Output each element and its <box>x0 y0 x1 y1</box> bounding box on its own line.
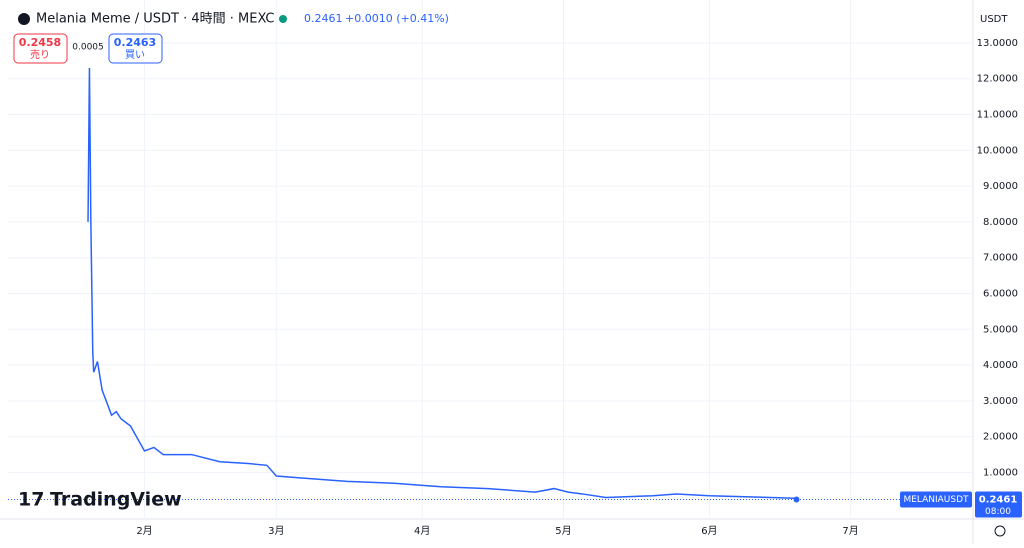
x-tick-label: 4月 <box>414 525 430 537</box>
sell-button[interactable] <box>13 33 68 64</box>
price-line <box>87 68 797 501</box>
last-price: 0.2461 <box>304 12 343 25</box>
y-tick-label: 12.0000 <box>977 74 1018 85</box>
y-tick-label: 6.0000 <box>983 289 1018 300</box>
y-tick-label: 5.0000 <box>983 324 1018 335</box>
status-dot <box>279 15 287 23</box>
x-tick-label: 6月 <box>701 525 717 537</box>
coin-icon <box>18 13 30 25</box>
x-tick-label: 5月 <box>555 525 571 537</box>
price-tag: 0.2461 <box>979 494 1018 505</box>
y-tick-label: 7.0000 <box>983 253 1018 264</box>
buy-label[interactable]: 買い <box>125 49 145 61</box>
buy-price[interactable]: 0.2463 <box>114 36 156 49</box>
spread: 0.0005 <box>72 43 104 53</box>
buy-button[interactable] <box>108 33 163 64</box>
sell-label[interactable]: 売り <box>30 48 50 61</box>
last-point <box>793 496 800 503</box>
symbol-tag: MELANIAUSDT <box>903 495 969 505</box>
settings-icon[interactable] <box>994 525 1006 537</box>
plot <box>8 68 973 503</box>
y-tick-label: 9.0000 <box>983 181 1018 192</box>
y-tick-label: 3.0000 <box>983 396 1018 407</box>
logo-mark: 17 <box>18 489 44 511</box>
x-tick-label: 3月 <box>268 525 284 537</box>
x-tick-label: 7月 <box>842 525 858 537</box>
chart-title: Melania Meme / USDT · 4時間 · MEXC <box>36 12 275 27</box>
countdown: 08:00 <box>985 507 1011 517</box>
y-tick-label: 13.0000 <box>977 38 1018 49</box>
y-tick-label: 2.0000 <box>983 432 1018 443</box>
y-tick-label: 11.0000 <box>977 110 1018 121</box>
y-tick-label: 8.0000 <box>983 217 1018 228</box>
grid <box>8 0 973 519</box>
price-change: +0.0010 (+0.41%) <box>345 12 449 25</box>
currency[interactable]: USDT <box>980 14 1008 25</box>
y-tick-label: 10.0000 <box>977 145 1018 156</box>
symbol-tag-bg <box>900 491 972 508</box>
sell-price[interactable]: 0.2458 <box>19 36 61 49</box>
logo: TradingView <box>50 489 182 511</box>
x-tick-label: 2月 <box>136 525 152 537</box>
y-tick-label: 1.0000 <box>983 467 1018 478</box>
price-tag-bg <box>975 491 1022 518</box>
y-tick-label: 4.0000 <box>983 360 1018 371</box>
